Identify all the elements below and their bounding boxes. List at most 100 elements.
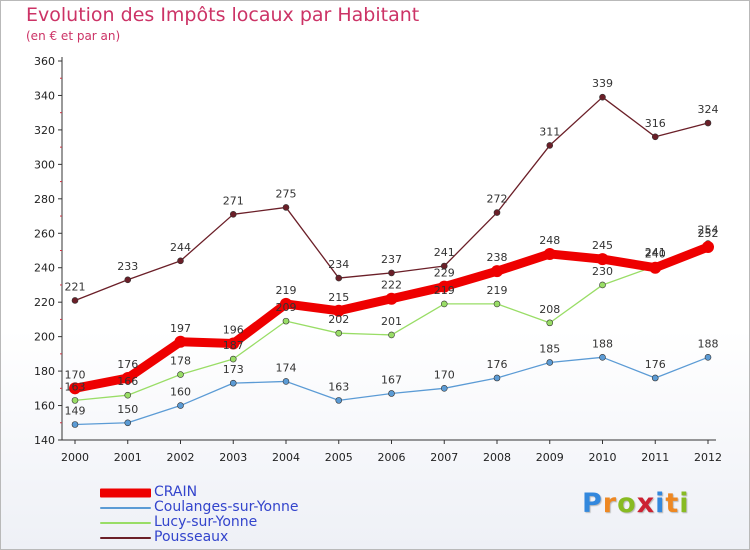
data-label: 241 [645, 246, 666, 259]
data-point [229, 211, 237, 218]
chart-subtitle: (en € et par an) [26, 29, 121, 43]
data-label: 237 [381, 253, 402, 266]
y-tick-label: 320 [34, 124, 55, 137]
data-point [121, 371, 134, 384]
data-point [280, 297, 292, 310]
data-point [174, 335, 187, 348]
data-point [282, 204, 290, 211]
data-label: 173 [223, 363, 244, 376]
data-label: 324 [698, 103, 719, 116]
data-label: 149 [65, 404, 86, 417]
data-label: 241 [434, 246, 455, 259]
data-label: 176 [117, 358, 138, 371]
data-point [229, 355, 237, 363]
data-point [227, 337, 240, 350]
data-label: 339 [592, 77, 613, 90]
data-point [546, 142, 554, 149]
y-tick-label: 360 [34, 55, 55, 68]
data-label: 178 [170, 355, 191, 368]
data-label: 245 [592, 239, 613, 252]
x-tick-label: 2012 [694, 451, 722, 464]
legend-swatch [100, 521, 151, 524]
legend-swatch [100, 506, 151, 509]
data-label: 197 [170, 322, 191, 335]
x-tick-label: 2007 [430, 451, 458, 464]
legend-swatch [100, 536, 151, 539]
data-point [704, 119, 712, 127]
y-tick-label: 260 [34, 227, 55, 240]
data-point [71, 297, 79, 304]
data-point [177, 257, 184, 265]
data-point [651, 374, 659, 382]
data-point [493, 209, 501, 216]
proxiti-logo: Proxiti [582, 488, 690, 519]
data-label: 196 [223, 324, 244, 337]
x-tick-label: 2002 [167, 451, 195, 464]
logo-letter: i [679, 488, 690, 519]
legend-label: Coulanges-sur-Yonne [154, 499, 299, 515]
data-point [124, 391, 132, 399]
data-label: 176 [487, 358, 508, 371]
data-point [599, 93, 606, 101]
data-point [493, 300, 501, 308]
y-tick-label: 180 [34, 365, 55, 378]
data-point [335, 329, 343, 337]
data-label: 167 [381, 373, 402, 386]
data-label: 219 [434, 284, 455, 297]
data-label: 254 [698, 224, 719, 237]
logo-letter: t [665, 488, 680, 519]
data-point [335, 397, 343, 404]
data-point [282, 378, 290, 385]
y-tick-label: 240 [34, 262, 55, 275]
logo-letter: P [582, 488, 603, 519]
x-tick-label: 2001 [114, 451, 142, 464]
y-tick-label: 300 [34, 158, 55, 171]
data-point [388, 390, 395, 397]
data-label: 209 [276, 301, 297, 314]
data-point [124, 276, 132, 284]
data-label: 174 [276, 361, 297, 374]
data-point [385, 292, 398, 305]
x-tick-label: 2003 [219, 451, 247, 464]
y-tick-label: 340 [34, 89, 55, 102]
legend-label: Lucy-sur-Yonne [154, 514, 258, 530]
data-label: 201 [381, 315, 402, 328]
x-tick-label: 2006 [378, 451, 406, 464]
data-label: 208 [539, 303, 560, 316]
data-label: 229 [434, 267, 455, 280]
logo-letter: i [655, 488, 666, 519]
data-label: 244 [170, 241, 191, 254]
data-label: 170 [65, 368, 86, 381]
data-label: 219 [487, 284, 508, 297]
data-label: 185 [539, 342, 560, 355]
data-point [124, 419, 132, 427]
data-label: 150 [117, 403, 138, 416]
data-point [177, 402, 184, 409]
data-label: 272 [487, 193, 508, 206]
data-label: 163 [328, 380, 349, 393]
legend-label: CRAIN [154, 484, 198, 500]
data-label: 238 [487, 251, 508, 264]
data-label: 221 [65, 280, 86, 293]
data-point [546, 359, 554, 366]
data-point [440, 300, 448, 308]
data-point [71, 397, 79, 404]
data-label: 166 [117, 375, 138, 388]
data-label: 215 [328, 291, 349, 304]
data-point [599, 354, 606, 361]
data-label: 219 [276, 284, 297, 297]
data-label: 170 [434, 368, 455, 381]
data-label: 176 [645, 358, 666, 371]
logo-letter: x [636, 488, 656, 519]
data-point [599, 281, 606, 289]
data-point [177, 371, 184, 378]
data-point [71, 421, 79, 428]
data-point [438, 280, 451, 293]
data-label: 252 [698, 227, 719, 240]
data-label: 275 [276, 187, 297, 200]
data-point [388, 269, 395, 277]
data-point [69, 382, 81, 395]
data-label: 188 [592, 337, 613, 350]
data-label: 230 [592, 265, 613, 278]
data-point [649, 261, 662, 274]
